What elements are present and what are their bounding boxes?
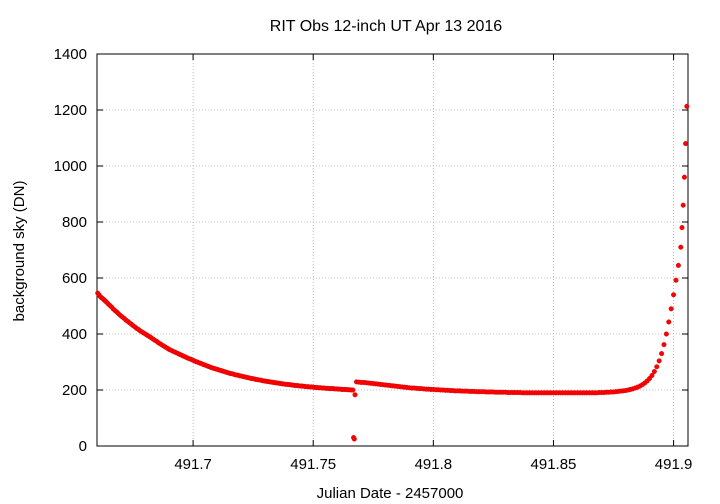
x-tick-label: 491.9 xyxy=(655,456,693,473)
data-point xyxy=(659,351,665,357)
data-point xyxy=(661,342,667,348)
y-tick-label: 1200 xyxy=(54,102,87,119)
y-tick-label: 800 xyxy=(62,214,87,231)
y-tick-label: 1000 xyxy=(54,158,87,175)
data-point xyxy=(352,392,358,398)
data-point xyxy=(654,364,660,370)
data-point xyxy=(673,277,679,283)
y-tick-label: 600 xyxy=(62,270,87,287)
data-point xyxy=(351,436,357,442)
data-point xyxy=(649,372,655,378)
data-point xyxy=(668,306,674,312)
data-point xyxy=(684,103,690,109)
y-tick-label: 1400 xyxy=(54,46,87,63)
data-point xyxy=(656,358,662,364)
data-point xyxy=(671,292,677,298)
x-tick-label: 491.7 xyxy=(174,456,212,473)
x-tick-label: 491.75 xyxy=(290,456,336,473)
plot-frame xyxy=(96,53,689,447)
x-tick-label: 491.8 xyxy=(415,456,453,473)
data-point xyxy=(680,202,686,208)
data-point xyxy=(666,319,672,325)
y-tick-label: 400 xyxy=(62,326,87,343)
y-tick-label: 200 xyxy=(62,382,87,399)
chart-title: RIT Obs 12-inch UT Apr 13 2016 xyxy=(270,18,503,35)
tick-labels: 491.7 491.75 491.8 491.85 491.9 0 200 400 600 800… xyxy=(54,46,693,473)
y-axis-label: background sky (DN) xyxy=(11,181,28,322)
data-point xyxy=(681,174,687,180)
grid-lines xyxy=(97,54,688,446)
data-point xyxy=(675,262,681,268)
data-point xyxy=(679,225,685,231)
data-point xyxy=(683,141,689,147)
data-point xyxy=(663,331,669,337)
x-tick-label: 491.85 xyxy=(531,456,577,473)
data-point xyxy=(651,369,657,375)
data-points xyxy=(95,103,690,442)
x-axis-label: Julian Date - 2457000 xyxy=(317,485,464,502)
y-tick-label: 0 xyxy=(79,438,87,455)
data-point xyxy=(350,387,356,393)
tick-marks xyxy=(97,53,688,447)
data-point xyxy=(678,244,684,250)
